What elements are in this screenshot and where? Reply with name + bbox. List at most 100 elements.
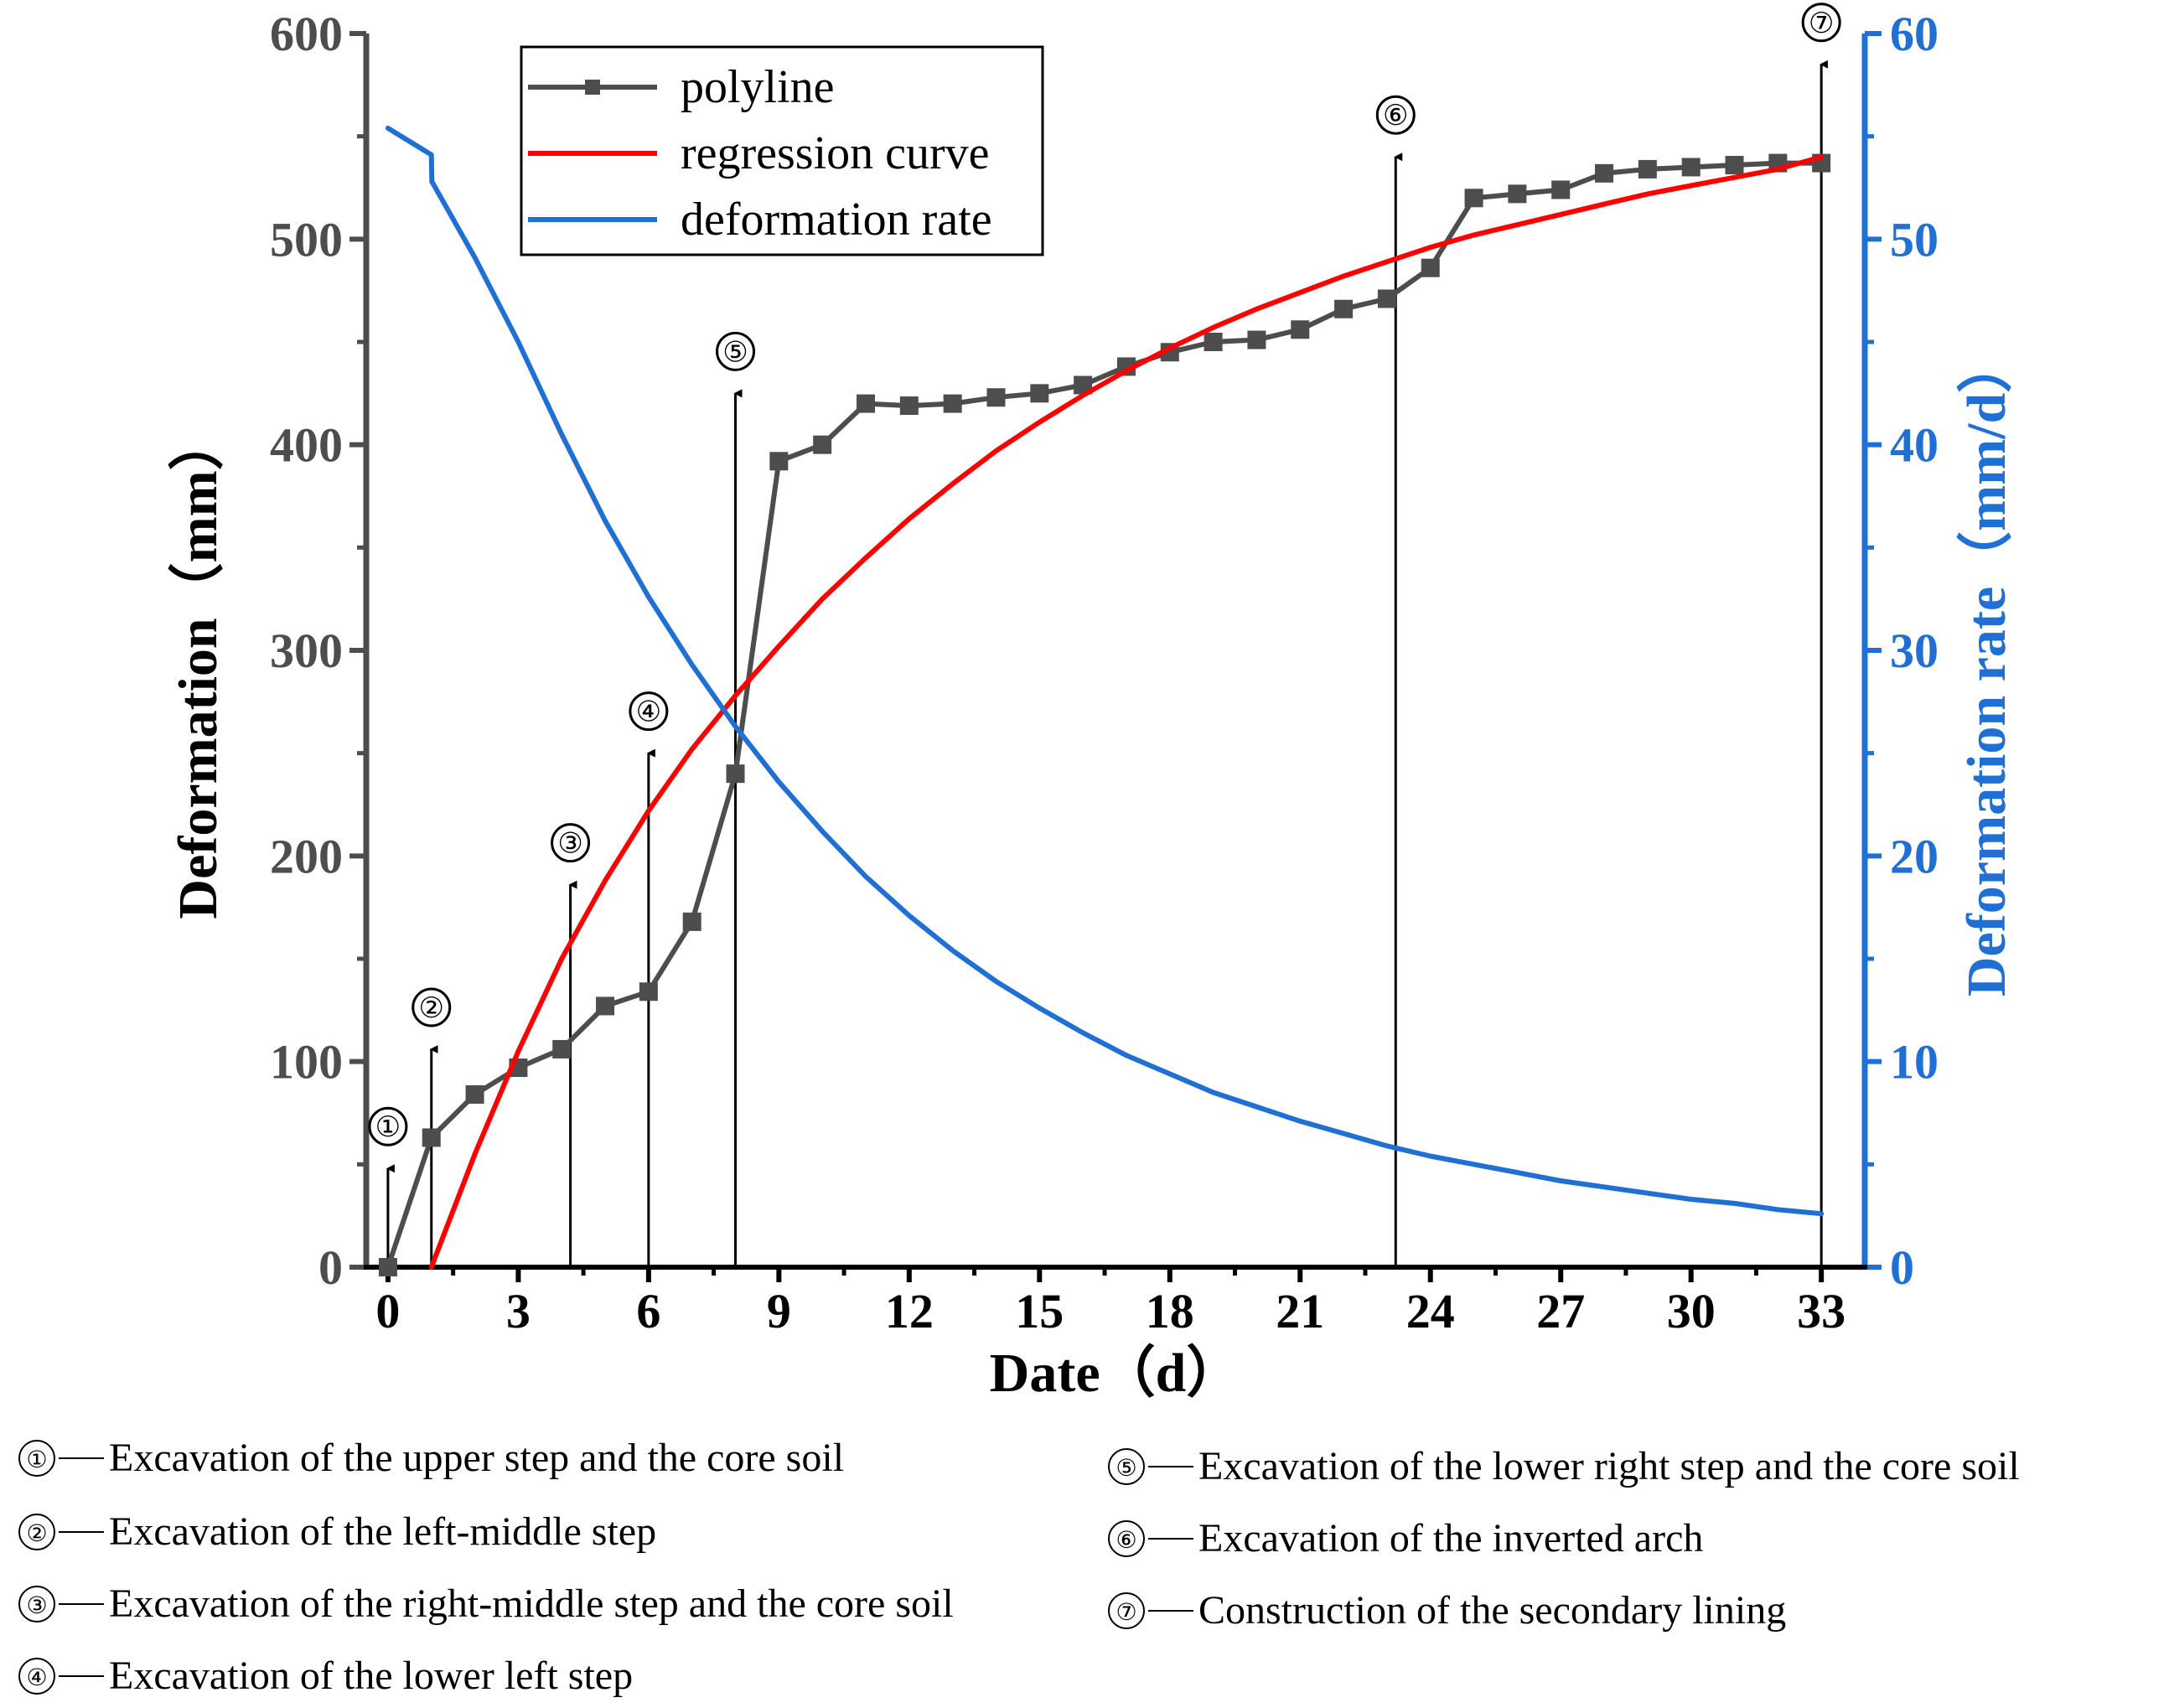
note-6-number: ⑥ bbox=[1108, 1519, 1145, 1557]
left-axis-tick-label: 400 bbox=[270, 418, 343, 473]
left-axis-tick-label: 500 bbox=[270, 212, 343, 267]
event-label-4: ④ bbox=[636, 696, 661, 729]
note-2: ② Excavation of the left-middle step bbox=[18, 1509, 656, 1555]
right-axis-tick-label: 0 bbox=[1890, 1240, 1914, 1295]
note-dash bbox=[59, 1530, 104, 1533]
right-axis-title: Deformation rate（mm/d） bbox=[1955, 338, 2017, 996]
polyline-point bbox=[857, 394, 875, 413]
polyline-point bbox=[1074, 375, 1093, 395]
note-3-number: ③ bbox=[18, 1585, 55, 1623]
event-circle-4 bbox=[629, 691, 669, 732]
left-axis-title: Deformation（mm） bbox=[167, 415, 229, 919]
note-dash bbox=[59, 1457, 104, 1459]
note-2-number: ② bbox=[18, 1513, 55, 1550]
legend-label-rate: deformation rate bbox=[681, 194, 992, 246]
event-circle-7 bbox=[1801, 3, 1841, 43]
note-dash bbox=[59, 1602, 104, 1605]
note-dash bbox=[1148, 1609, 1193, 1612]
polyline-point bbox=[943, 394, 962, 413]
note-1-number: ① bbox=[18, 1439, 55, 1477]
note-dash bbox=[1148, 1465, 1193, 1467]
polyline-point bbox=[1204, 333, 1223, 351]
note-3: ③ Excavation of the right-middle step an… bbox=[18, 1581, 954, 1627]
note-4: ④ Excavation of the lower left step bbox=[18, 1653, 633, 1699]
legend-marker-polyline bbox=[585, 80, 600, 95]
event-label-7: ⑦ bbox=[1809, 7, 1834, 40]
polyline-point bbox=[1551, 180, 1571, 199]
polyline-point bbox=[639, 982, 658, 1002]
note-6-text: Excavation of the inverted arch bbox=[1198, 1516, 1704, 1560]
polyline-point bbox=[465, 1084, 484, 1104]
polyline-point bbox=[1421, 258, 1440, 277]
note-5: ⑤ Excavation of the lower right step and… bbox=[1108, 1443, 2020, 1489]
left-axis-tick-label: 200 bbox=[270, 829, 343, 883]
polyline-point bbox=[1464, 189, 1483, 208]
right-axis-tick-label: 50 bbox=[1890, 212, 1939, 267]
left-axis-tick-label: 300 bbox=[270, 624, 343, 678]
right-axis-tick-label: 60 bbox=[1890, 7, 1939, 61]
legend-label-regression: regression curve bbox=[681, 127, 990, 179]
polyline-point bbox=[899, 396, 919, 416]
note-5-number: ⑤ bbox=[1108, 1447, 1145, 1485]
note-4-number: ④ bbox=[18, 1657, 55, 1695]
event-label-2: ② bbox=[418, 991, 443, 1025]
event-circle-3 bbox=[551, 823, 591, 863]
x-axis-tick-label: 15 bbox=[1015, 1284, 1064, 1338]
note-4-text: Excavation of the lower left step bbox=[109, 1654, 634, 1698]
polyline-point bbox=[596, 996, 615, 1016]
event-circle-5 bbox=[716, 331, 756, 371]
x-axis-tick-label: 9 bbox=[767, 1284, 791, 1338]
x-axis-title: Date（d） bbox=[990, 1342, 1242, 1404]
polyline-point bbox=[1334, 299, 1354, 318]
note-dash bbox=[1148, 1537, 1193, 1540]
polyline-point bbox=[726, 764, 745, 784]
x-axis-tick-label: 33 bbox=[1797, 1284, 1845, 1338]
legend-label-polyline: polyline bbox=[681, 61, 835, 113]
note-5-text: Excavation of the lower right step and t… bbox=[1198, 1444, 2020, 1488]
right-axis-tick-label: 30 bbox=[1890, 624, 1939, 678]
left-axis-tick-label: 0 bbox=[318, 1240, 343, 1295]
polyline-point bbox=[1030, 384, 1049, 403]
note-2-text: Excavation of the left-middle step bbox=[109, 1509, 657, 1554]
polyline-point bbox=[1291, 320, 1310, 339]
polyline-point bbox=[986, 388, 1006, 407]
series bbox=[378, 125, 1831, 1276]
polyline-point bbox=[1508, 184, 1527, 204]
event-circle-1 bbox=[368, 1106, 408, 1146]
polyline-point bbox=[378, 1258, 397, 1276]
x-axis-tick-label: 21 bbox=[1276, 1284, 1324, 1338]
polyline-point bbox=[769, 452, 789, 471]
note-7: ⑦ Construction of the secondary lining bbox=[1108, 1587, 1786, 1633]
event-label-5: ⑤ bbox=[722, 335, 748, 369]
note-6: ⑥ Excavation of the inverted arch bbox=[1108, 1515, 1703, 1561]
x-axis-tick-label: 0 bbox=[375, 1284, 400, 1338]
note-dash bbox=[59, 1674, 104, 1677]
event-label-3: ③ bbox=[557, 827, 582, 861]
polyline-point bbox=[682, 912, 701, 931]
polyline-point bbox=[422, 1128, 441, 1147]
right-axis-tick-label: 20 bbox=[1890, 829, 1939, 883]
event-label-1: ① bbox=[375, 1110, 401, 1144]
x-axis-tick-label: 12 bbox=[885, 1284, 934, 1338]
note-1-text: Excavation of the upper step and the cor… bbox=[109, 1436, 845, 1480]
note-3-text: Excavation of the right-middle step and … bbox=[109, 1581, 954, 1626]
x-axis-tick-label: 30 bbox=[1667, 1284, 1716, 1338]
note-7-text: Construction of the secondary lining bbox=[1198, 1588, 1787, 1633]
polyline-point bbox=[1595, 163, 1614, 183]
right-axis-tick-label: 10 bbox=[1890, 1035, 1939, 1089]
polyline-point bbox=[1725, 156, 1744, 175]
legend: polyline regression curve deformation rate bbox=[520, 45, 1044, 256]
right-axis-tick-label: 40 bbox=[1890, 418, 1939, 473]
series-line-deformation-rate bbox=[385, 125, 1825, 1217]
x-axis-tick-label: 6 bbox=[636, 1284, 660, 1338]
x-axis-tick-label: 24 bbox=[1406, 1284, 1455, 1338]
event-circle-2 bbox=[412, 987, 452, 1027]
polyline-point bbox=[552, 1039, 572, 1058]
note-1: ① Excavation of the upper step and the c… bbox=[18, 1435, 844, 1481]
polyline-point bbox=[1681, 158, 1701, 177]
x-axis-tick-label: 27 bbox=[1536, 1284, 1585, 1338]
left-axis-tick-label: 100 bbox=[270, 1035, 343, 1089]
event-markers: ① ② ③ ④ ⑤ ⑥ ⑦ bbox=[368, 3, 1841, 1267]
series-line-polyline bbox=[385, 160, 1825, 1270]
